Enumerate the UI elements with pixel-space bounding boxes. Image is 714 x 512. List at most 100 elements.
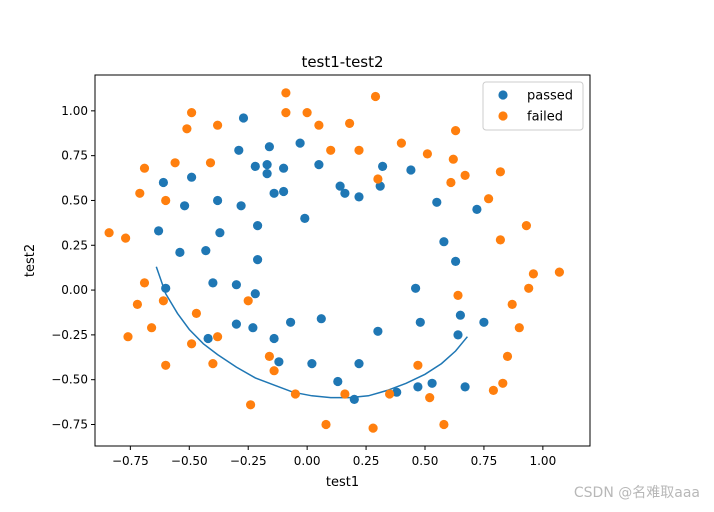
passed-point bbox=[203, 333, 213, 344]
failed-point bbox=[422, 149, 432, 159]
y-tick-label: 0.50 bbox=[61, 193, 88, 207]
passed-point bbox=[253, 255, 263, 265]
passed-point bbox=[231, 280, 241, 290]
failed-point bbox=[514, 323, 524, 333]
passed-point bbox=[411, 283, 421, 293]
x-tick-label: 0.75 bbox=[471, 454, 498, 468]
failed-point bbox=[368, 423, 378, 433]
x-tick-label: 0.00 bbox=[294, 454, 321, 468]
passed-point bbox=[349, 394, 359, 404]
passed-point bbox=[158, 177, 168, 188]
passed-point bbox=[333, 376, 343, 387]
passed-point bbox=[175, 247, 185, 257]
failed-point bbox=[448, 154, 458, 164]
failed-point bbox=[396, 138, 406, 148]
passed-point bbox=[415, 317, 425, 327]
failed-point bbox=[502, 351, 513, 361]
failed-point bbox=[132, 299, 142, 309]
passed-point bbox=[269, 333, 279, 344]
failed-point bbox=[290, 389, 300, 399]
failed-point bbox=[187, 339, 197, 349]
failed-point bbox=[147, 323, 157, 333]
passed-point bbox=[354, 359, 364, 369]
passed-point bbox=[354, 192, 364, 202]
legend-label-failed: failed bbox=[527, 110, 563, 125]
passed-point bbox=[455, 310, 465, 320]
passed-point bbox=[180, 201, 190, 211]
x-tick-label: 1.00 bbox=[529, 454, 556, 468]
failed-point bbox=[460, 170, 470, 180]
passed-point bbox=[238, 113, 249, 123]
passed-point bbox=[187, 172, 197, 182]
passed-point bbox=[406, 165, 416, 175]
legend-label-passed: passed bbox=[527, 89, 573, 104]
failed-point bbox=[121, 233, 131, 243]
failed-point bbox=[413, 360, 423, 370]
passed-point bbox=[307, 359, 317, 369]
legend-box bbox=[482, 81, 584, 131]
passed-point bbox=[375, 181, 385, 191]
passed-point bbox=[432, 197, 442, 207]
failed-point bbox=[314, 120, 324, 130]
passed-point bbox=[250, 161, 260, 171]
failed-point bbox=[135, 188, 145, 198]
y-axis-label: test2 bbox=[23, 244, 38, 277]
passed-point bbox=[274, 357, 284, 367]
passed-point bbox=[250, 289, 260, 299]
y-tick-label: −0.50 bbox=[51, 373, 88, 387]
passed-point bbox=[286, 317, 296, 327]
failed-point bbox=[439, 419, 449, 430]
failed-point bbox=[269, 366, 279, 376]
watermark: CSDN @名难取aaa bbox=[573, 485, 700, 501]
failed-point bbox=[488, 385, 498, 395]
passed-point bbox=[269, 188, 279, 198]
failed-point bbox=[205, 158, 216, 168]
failed-point bbox=[104, 228, 114, 238]
passed-point bbox=[373, 326, 383, 336]
failed-point bbox=[191, 308, 201, 318]
failed-point bbox=[345, 118, 355, 128]
failed-point bbox=[373, 174, 383, 184]
passed-point bbox=[316, 314, 326, 324]
failed-point bbox=[340, 389, 350, 399]
passed-point bbox=[215, 228, 225, 238]
legend: passed failed bbox=[482, 81, 584, 131]
y-tick-label: 0.25 bbox=[61, 238, 88, 252]
failed-point bbox=[281, 88, 291, 98]
failed-point bbox=[161, 360, 171, 370]
failed-point bbox=[264, 351, 274, 361]
passed-point bbox=[472, 204, 482, 214]
passed-point bbox=[213, 195, 223, 206]
passed-point bbox=[340, 188, 350, 198]
failed-point bbox=[161, 195, 171, 206]
passed-point bbox=[154, 226, 164, 236]
x-tick-label: −0.25 bbox=[230, 454, 267, 468]
failed-point bbox=[208, 359, 218, 369]
failed-point bbox=[425, 393, 435, 403]
passed-point bbox=[295, 138, 305, 148]
failed-point bbox=[498, 378, 508, 388]
points-layer bbox=[104, 88, 565, 433]
failed-point bbox=[354, 145, 364, 155]
passed-point bbox=[201, 246, 211, 256]
passed-point bbox=[427, 378, 437, 388]
failed-point bbox=[451, 126, 461, 136]
failed-point bbox=[123, 332, 133, 342]
passed-point bbox=[335, 181, 345, 191]
passed-point bbox=[253, 221, 263, 231]
failed-point bbox=[495, 167, 505, 177]
failed-point bbox=[243, 296, 253, 306]
failed-point bbox=[554, 267, 565, 277]
failed-point bbox=[385, 389, 395, 399]
failed-point bbox=[484, 194, 494, 204]
passed-point bbox=[262, 160, 272, 170]
passed-point bbox=[460, 382, 470, 392]
failed-point bbox=[507, 299, 517, 309]
passed-point bbox=[439, 237, 449, 247]
y-tick-label: 0.75 bbox=[61, 149, 88, 163]
passed-point bbox=[479, 317, 489, 327]
x-tick-label: −0.75 bbox=[112, 454, 149, 468]
failed-point bbox=[170, 158, 180, 168]
failed-point bbox=[528, 269, 539, 279]
